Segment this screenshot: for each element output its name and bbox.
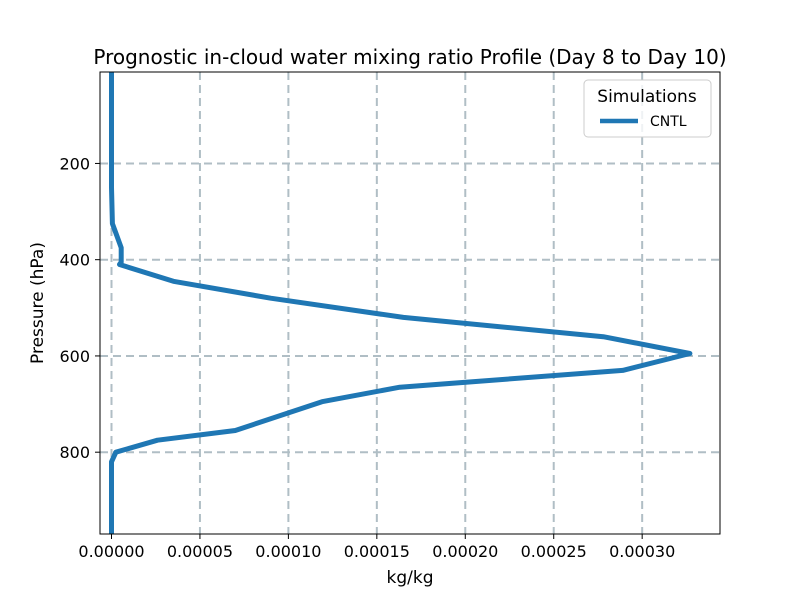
y-tick-label: 400: [59, 251, 90, 270]
y-tick-label: 200: [59, 154, 90, 173]
y-axis-label: Pressure (hPa): [28, 242, 48, 364]
series-line-cntl: [109, 72, 693, 534]
x-tick-label: 0.00000: [78, 542, 144, 561]
x-axis-ticks: 0.00000 0.00005 0.00010 0.00015 0.00020 0.000…: [78, 534, 675, 561]
y-tick-label: 800: [59, 443, 90, 462]
x-tick-label: 0.00010: [255, 542, 321, 561]
x-tick-label: 0.00025: [521, 542, 587, 561]
y-axis-ticks: 200 400 600 800: [59, 154, 100, 462]
plot-frame: [99, 71, 721, 535]
x-tick-label: 0.00015: [344, 542, 410, 561]
x-axis-label: kg/kg: [387, 568, 434, 588]
legend: Simulations CNTL: [583, 79, 712, 138]
chart-title: Prognostic in-cloud water mixing ratio P…: [93, 45, 726, 69]
legend-label-cntl: CNTL: [650, 114, 687, 130]
x-tick-label: 0.00020: [432, 542, 498, 561]
x-tick-label: 0.00030: [609, 542, 675, 561]
y-tick-label: 600: [59, 347, 90, 366]
x-tick-label: 0.00005: [167, 542, 233, 561]
legend-title: Simulations: [597, 87, 697, 107]
series-layer: [109, 72, 693, 534]
